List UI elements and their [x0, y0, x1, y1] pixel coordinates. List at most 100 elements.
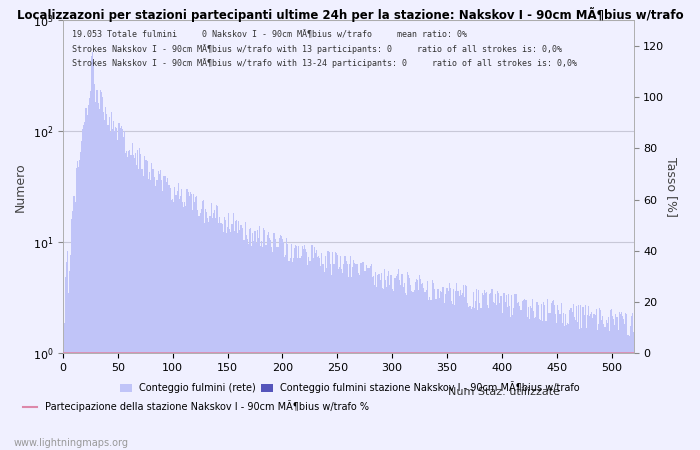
- Bar: [395, 278, 396, 450]
- Bar: [580, 305, 582, 450]
- Bar: [260, 246, 261, 450]
- Bar: [132, 143, 133, 450]
- Bar: [435, 299, 437, 450]
- Bar: [615, 314, 617, 450]
- Bar: [427, 280, 428, 450]
- Bar: [419, 275, 420, 450]
- Bar: [461, 295, 462, 450]
- Bar: [476, 289, 477, 450]
- Bar: [507, 307, 508, 450]
- Bar: [111, 112, 112, 450]
- Bar: [387, 276, 388, 450]
- Bar: [371, 264, 372, 450]
- Bar: [487, 305, 488, 450]
- Bar: [242, 228, 244, 450]
- Bar: [271, 248, 272, 450]
- Bar: [574, 317, 575, 450]
- Bar: [391, 289, 393, 450]
- Bar: [82, 129, 83, 450]
- Bar: [307, 265, 308, 450]
- Bar: [541, 304, 542, 450]
- Bar: [405, 292, 406, 450]
- Bar: [354, 263, 356, 450]
- Bar: [258, 238, 259, 450]
- Bar: [219, 217, 220, 450]
- Bar: [199, 213, 201, 450]
- Bar: [241, 225, 242, 450]
- Bar: [365, 271, 366, 450]
- Bar: [516, 294, 517, 450]
- Bar: [514, 294, 516, 450]
- Text: Num Staz. utilizzate: Num Staz. utilizzate: [448, 387, 560, 397]
- Bar: [99, 109, 100, 450]
- Bar: [150, 180, 151, 450]
- Bar: [85, 108, 87, 450]
- Bar: [295, 245, 296, 450]
- Bar: [328, 251, 329, 450]
- Bar: [443, 287, 444, 450]
- Bar: [498, 293, 499, 450]
- Bar: [160, 170, 161, 450]
- Bar: [402, 287, 404, 450]
- Bar: [81, 141, 82, 450]
- Bar: [273, 233, 274, 450]
- Bar: [191, 194, 192, 450]
- Bar: [449, 288, 451, 450]
- Bar: [201, 209, 202, 450]
- Bar: [256, 243, 257, 450]
- Bar: [464, 297, 465, 450]
- Bar: [166, 181, 167, 450]
- Bar: [215, 218, 216, 450]
- Bar: [412, 292, 414, 450]
- Bar: [218, 223, 219, 450]
- Bar: [546, 321, 547, 450]
- Bar: [300, 256, 302, 450]
- Bar: [410, 285, 412, 450]
- Bar: [543, 302, 544, 450]
- Bar: [296, 247, 297, 450]
- Bar: [422, 283, 423, 450]
- Bar: [594, 315, 596, 450]
- Bar: [582, 307, 584, 450]
- Bar: [172, 198, 174, 450]
- Bar: [542, 320, 543, 450]
- Bar: [116, 129, 118, 450]
- Bar: [376, 287, 377, 450]
- Bar: [549, 313, 550, 450]
- Bar: [180, 196, 181, 450]
- Bar: [211, 218, 213, 450]
- Bar: [304, 245, 305, 450]
- Bar: [316, 250, 317, 450]
- Bar: [617, 330, 619, 450]
- Bar: [389, 285, 391, 450]
- Bar: [584, 305, 586, 450]
- Text: Localizzazoni per stazioni partecipanti ultime 24h per la stazione: Nakskov I - : Localizzazoni per stazioni partecipanti …: [17, 7, 683, 22]
- Text: www.lightningmaps.org: www.lightningmaps.org: [14, 438, 129, 448]
- Bar: [555, 314, 556, 450]
- Bar: [151, 163, 153, 450]
- Bar: [466, 286, 468, 450]
- Bar: [553, 300, 554, 450]
- Bar: [252, 233, 253, 450]
- Bar: [335, 253, 337, 450]
- Bar: [181, 189, 182, 450]
- Bar: [531, 308, 532, 450]
- Bar: [302, 249, 304, 450]
- Bar: [168, 185, 169, 450]
- Bar: [249, 230, 250, 450]
- Bar: [290, 244, 292, 450]
- Bar: [540, 320, 541, 450]
- Bar: [432, 280, 433, 450]
- Bar: [526, 317, 528, 450]
- Bar: [630, 326, 631, 450]
- Bar: [283, 242, 284, 450]
- Bar: [433, 283, 435, 450]
- Bar: [309, 261, 310, 450]
- Bar: [239, 230, 240, 450]
- Bar: [97, 104, 99, 450]
- Text: 19.053 Totale fulmini     0 Nakskov I - 90cm MÃ¶bius w/trafo     mean ratio: 0%
: 19.053 Totale fulmini 0 Nakskov I - 90cm…: [71, 30, 577, 68]
- Bar: [611, 310, 612, 450]
- Bar: [321, 253, 323, 450]
- Bar: [225, 220, 226, 450]
- Bar: [606, 320, 607, 450]
